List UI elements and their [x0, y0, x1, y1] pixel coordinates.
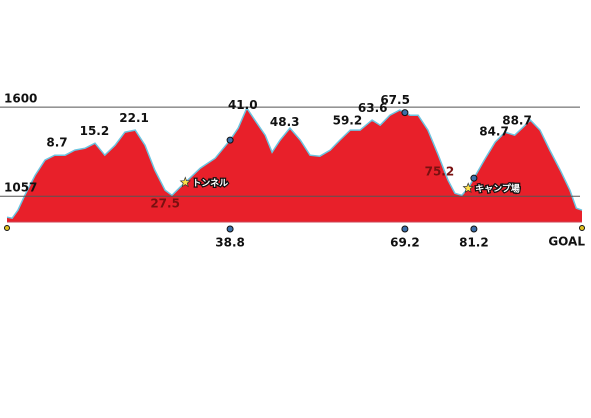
- y-tick-label: 1057: [4, 181, 37, 195]
- checkpoint-label: 69.2: [390, 236, 420, 250]
- landmark-label: キャンプ場: [475, 183, 520, 195]
- checkpoint-base-dot: [226, 225, 234, 233]
- start-dot: [4, 225, 10, 231]
- checkpoint-dot: [470, 174, 478, 182]
- landmark-star: [462, 182, 474, 193]
- checkpoint-label: 38.8: [215, 236, 245, 250]
- checkpoint-base-dot: [470, 225, 478, 233]
- peak-label: 41.0: [228, 98, 258, 112]
- peak-label: 22.1: [119, 111, 149, 125]
- peak-label: 8.7: [46, 136, 67, 150]
- peak-label: 88.7: [502, 114, 532, 128]
- peak-label: 15.2: [80, 124, 110, 138]
- profile-line: [6, 106, 583, 220]
- peak-label: 59.2: [333, 113, 363, 127]
- goal-dot: [579, 225, 585, 231]
- y-tick-label: 1600: [4, 92, 37, 106]
- landmark-star: [179, 176, 191, 188]
- area-fill: [7, 108, 582, 222]
- peak-label: 63.6: [358, 101, 388, 115]
- landmark-label: トンネル: [192, 178, 228, 189]
- checkpoint-dot: [401, 109, 409, 117]
- peak-label: 67.5: [380, 93, 410, 107]
- peak-label: 84.7: [479, 124, 509, 138]
- valley-label: 75.2: [425, 165, 455, 179]
- valley-label: 27.5: [150, 197, 180, 211]
- goal-label: GOAL: [548, 235, 585, 249]
- checkpoint-base-dot: [401, 225, 409, 233]
- checkpoint-label: 81.2: [459, 236, 489, 250]
- peak-label: 48.3: [270, 115, 300, 129]
- checkpoint-dot: [226, 136, 234, 144]
